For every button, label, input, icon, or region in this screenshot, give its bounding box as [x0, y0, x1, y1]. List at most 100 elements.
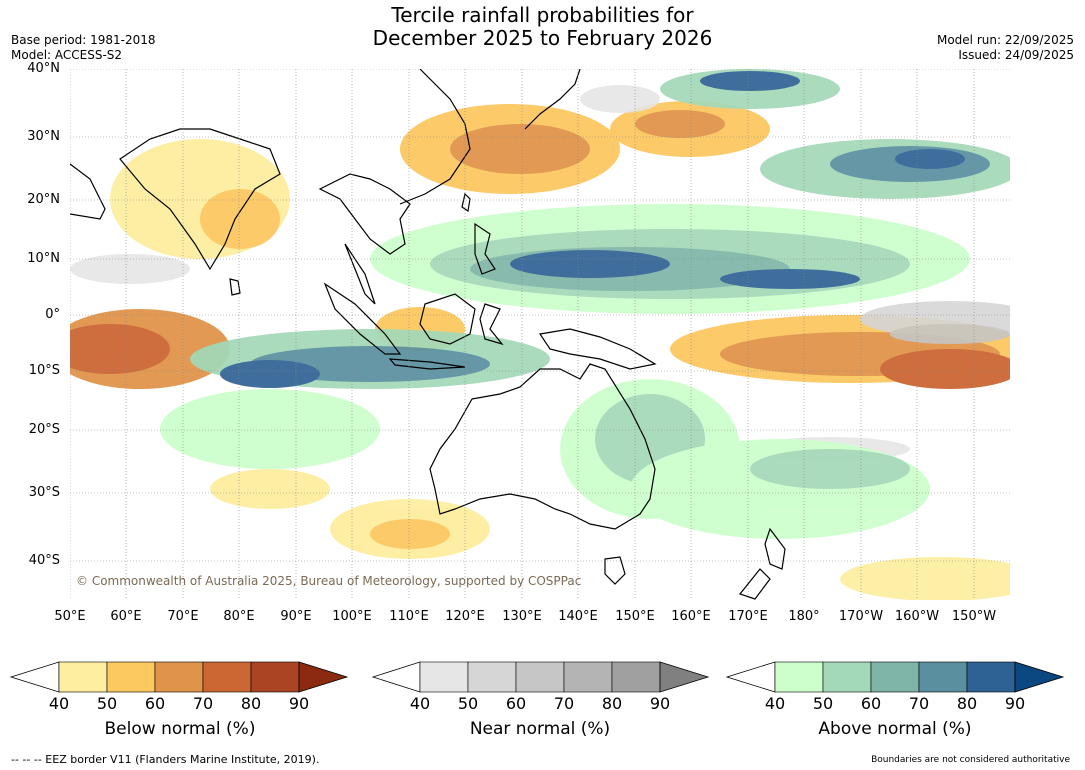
colorbar-above-tick-90: 90	[1004, 694, 1026, 713]
colorbar-below-segment-5	[250, 661, 300, 693]
coastline-sumatra	[323, 282, 402, 355]
coastline-arabia	[70, 163, 106, 220]
colorbar-above-normal	[725, 661, 1065, 693]
coastline-taiwan	[461, 192, 471, 213]
coastline-china	[399, 69, 471, 205]
colorbar-below-tick-40: 40	[48, 694, 70, 713]
colorbar-below-tick-50: 50	[96, 694, 118, 713]
colorbar-near-tick-70: 70	[553, 694, 575, 713]
issued-date: Issued: 24/09/2025	[958, 48, 1074, 62]
colorbar-near-tick-60: 60	[505, 694, 527, 713]
lon-label-150w: 150°W	[951, 609, 997, 624]
lon-label-110e: 110°E	[389, 609, 429, 624]
colorbar-above-segment-5	[966, 661, 1016, 693]
coastline-new-zealand	[738, 527, 786, 600]
coastline-sri-lanka	[229, 278, 241, 296]
lon-label-140e: 140°E	[558, 609, 598, 624]
lon-label-150e: 150°E	[615, 609, 655, 624]
lon-label-170w: 170°W	[838, 609, 884, 624]
colorbar-below-tick-90: 90	[288, 694, 310, 713]
lon-label-70e: 70°E	[167, 609, 199, 624]
gridlines	[70, 69, 1010, 600]
lat-label-30n: 30°N	[27, 129, 60, 144]
colorbar-above-tick-70: 70	[908, 694, 930, 713]
lon-label-160w: 160°W	[894, 609, 940, 624]
title-line-2: December 2025 to February 2026	[372, 26, 713, 50]
lon-label-50e: 50°E	[54, 609, 86, 624]
colorbar-above-tick-40: 40	[764, 694, 786, 713]
model-name: Model: ACCESS-S2	[11, 48, 123, 62]
colorbar-below-segment-1	[58, 661, 108, 693]
lon-label-130e: 130°E	[502, 609, 542, 624]
lon-label-160e: 160°E	[671, 609, 711, 624]
colorbar-below-tick-80: 80	[240, 694, 262, 713]
colorbars	[9, 661, 1065, 693]
colorbar-above-segment-1	[774, 661, 824, 693]
colorbar-near-tick-90: 90	[649, 694, 671, 713]
colorbar-near-segment-1	[419, 661, 469, 693]
colorbar-title-below: Below normal (%)	[104, 719, 256, 739]
base-period: Base period: 1981-2018	[11, 33, 156, 47]
coastline-india	[119, 128, 281, 271]
colorbar-below-segment-3	[154, 661, 204, 693]
coastline-malay	[344, 243, 376, 305]
model-run: Model run: 22/09/2025	[936, 33, 1074, 47]
colorbar-near-segment-4	[563, 661, 613, 693]
coastline-tasmania	[604, 556, 626, 585]
lat-label-40n: 40°N	[27, 61, 60, 76]
colorbar-near-segment-2	[467, 661, 517, 693]
coastline-java	[388, 358, 466, 370]
colorbar-near-high-extend	[659, 661, 710, 693]
colorbar-below-high-extend	[298, 661, 349, 693]
coastlines	[70, 69, 786, 600]
title-line-1: Tercile rainfall probabilities for	[391, 3, 694, 27]
lat-label-10s: 10°S	[28, 363, 60, 378]
probability-map[interactable]	[70, 69, 1010, 600]
meta-left: Base period: 1981-2018 Model: ACCESS-S2	[11, 33, 156, 63]
eez-border-note: -- -- -- EEZ border V11 (Flanders Marine…	[11, 753, 320, 766]
map-title: Tercile rainfall probabilities for Decem…	[0, 4, 1085, 50]
coastline-japan	[524, 69, 581, 130]
colorbar-above-segment-2	[822, 661, 872, 693]
lat-label-40s: 40°S	[28, 553, 60, 568]
coastline-australia	[429, 363, 656, 530]
colorbar-near-tick-80: 80	[601, 694, 623, 713]
above-normal-areas	[160, 69, 1010, 539]
colorbar-below-tick-60: 60	[144, 694, 166, 713]
colorbar-above-segment-4	[918, 661, 968, 693]
colorbar-above-tick-60: 60	[860, 694, 882, 713]
colorbar-below-segment-4	[202, 661, 252, 693]
lat-label-20n: 20°N	[27, 192, 60, 207]
colorbar-title-near: Near normal (%)	[469, 719, 611, 739]
colorbar-near-tick-50: 50	[457, 694, 479, 713]
colorbar-above-tick-50: 50	[812, 694, 834, 713]
lon-label-60e: 60°E	[110, 609, 142, 624]
coastline-indochina	[318, 173, 411, 255]
colorbar-above-high-extend	[1014, 661, 1065, 693]
lon-label-80e: 80°E	[223, 609, 255, 624]
lon-label-170e: 170°E	[728, 609, 768, 624]
lon-label-120e: 120°E	[445, 609, 485, 624]
colorbar-near-normal	[371, 661, 710, 693]
coastline-philippines	[474, 222, 496, 275]
colorbar-near-segment-5	[611, 661, 661, 693]
colorbar-below-segment-2	[106, 661, 156, 693]
meta-right: Model run: 22/09/2025 Issued: 24/09/2025	[937, 33, 1074, 63]
lon-label-180: 180°	[788, 609, 820, 624]
colorbar-below-normal	[9, 661, 349, 693]
lat-label-10n: 10°N	[27, 251, 60, 266]
copyright-notice: © Commonwealth of Australia 2025, Bureau…	[76, 574, 582, 588]
colorbar-above-tick-80: 80	[956, 694, 978, 713]
map-canvas	[70, 69, 1010, 600]
coastline-borneo	[419, 293, 476, 345]
lon-label-100e: 100°E	[332, 609, 372, 624]
colorbar-below-low-extend	[9, 661, 60, 693]
lat-label-20s: 20°S	[28, 422, 60, 437]
coastline-new-guinea	[538, 328, 657, 370]
colorbar-above-segment-3	[870, 661, 920, 693]
colorbar-above-low-extend	[725, 661, 776, 693]
colorbar-title-above: Above normal (%)	[818, 719, 972, 739]
boundaries-disclaimer: Boundaries are not considered authoritat…	[871, 755, 1070, 765]
lat-label-0: 0°	[45, 307, 60, 322]
lat-label-30s: 30°S	[28, 485, 60, 500]
